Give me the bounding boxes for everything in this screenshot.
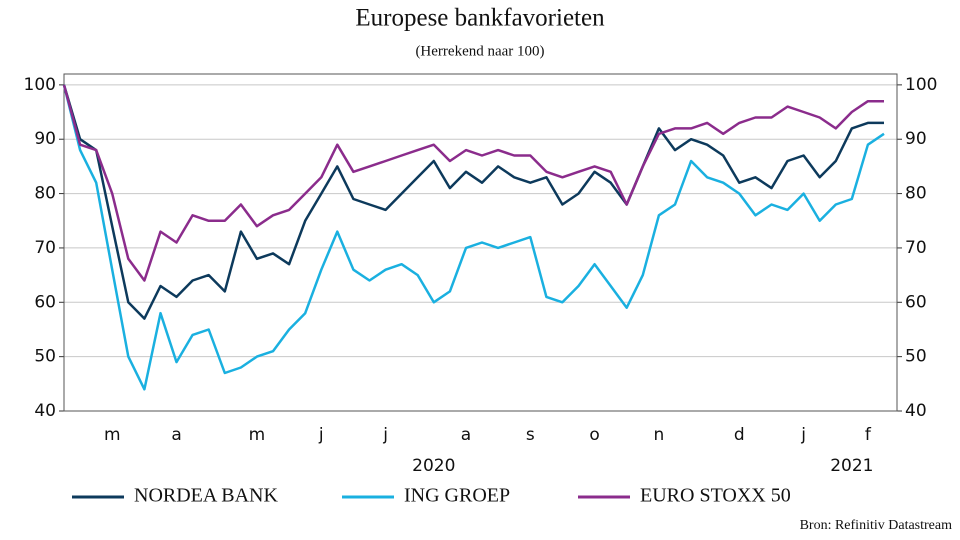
y-tick-label: 70 [34, 238, 56, 258]
legend-label: NORDEA BANK [134, 485, 278, 507]
y-tick-label: 40 [34, 401, 56, 421]
x-tick-label: d [734, 425, 745, 445]
y2-tick-label: 100 [905, 75, 937, 95]
y-tick-label: 100 [24, 75, 56, 95]
x-tick-label: a [461, 425, 471, 445]
x-tick-label: a [171, 425, 181, 445]
x-tick-label: m [249, 425, 266, 445]
x-tick-label: s [526, 425, 535, 445]
series-line [62, 84, 885, 391]
chart-title: Europese bankfavorieten [355, 5, 605, 32]
series-line [62, 84, 884, 320]
y-tick-label: 60 [34, 292, 56, 312]
x-tick-label: m [104, 425, 121, 445]
plot-frame [63, 73, 898, 412]
year-label: 2020 [412, 456, 455, 476]
year-label: 2021 [830, 456, 873, 476]
x-tick-label: f [865, 425, 872, 445]
legend-label: EURO STOXX 50 [640, 485, 791, 507]
x-tick-label: o [589, 425, 599, 445]
x-tick-label: j [382, 425, 388, 445]
source: Bron: Refinitiv Datastream [800, 518, 953, 533]
y-tick-label: 90 [34, 129, 56, 149]
x-tick-label: j [318, 425, 324, 445]
y-tick-label: 80 [34, 184, 56, 204]
x-tick-label: j [800, 425, 806, 445]
y2-tick-label: 80 [905, 184, 927, 204]
y2-tick-label: 40 [905, 401, 927, 421]
y-tick-label: 50 [34, 347, 56, 367]
y2-tick-label: 60 [905, 292, 927, 312]
series-line [62, 84, 884, 282]
y2-tick-label: 70 [905, 238, 927, 258]
chart-subtitle: (Herrekend naar 100) [415, 43, 544, 59]
legend-label: ING GROEP [404, 485, 510, 507]
x-tick-label: n [654, 425, 665, 445]
y2-tick-label: 50 [905, 347, 927, 367]
y2-tick-label: 90 [905, 129, 927, 149]
